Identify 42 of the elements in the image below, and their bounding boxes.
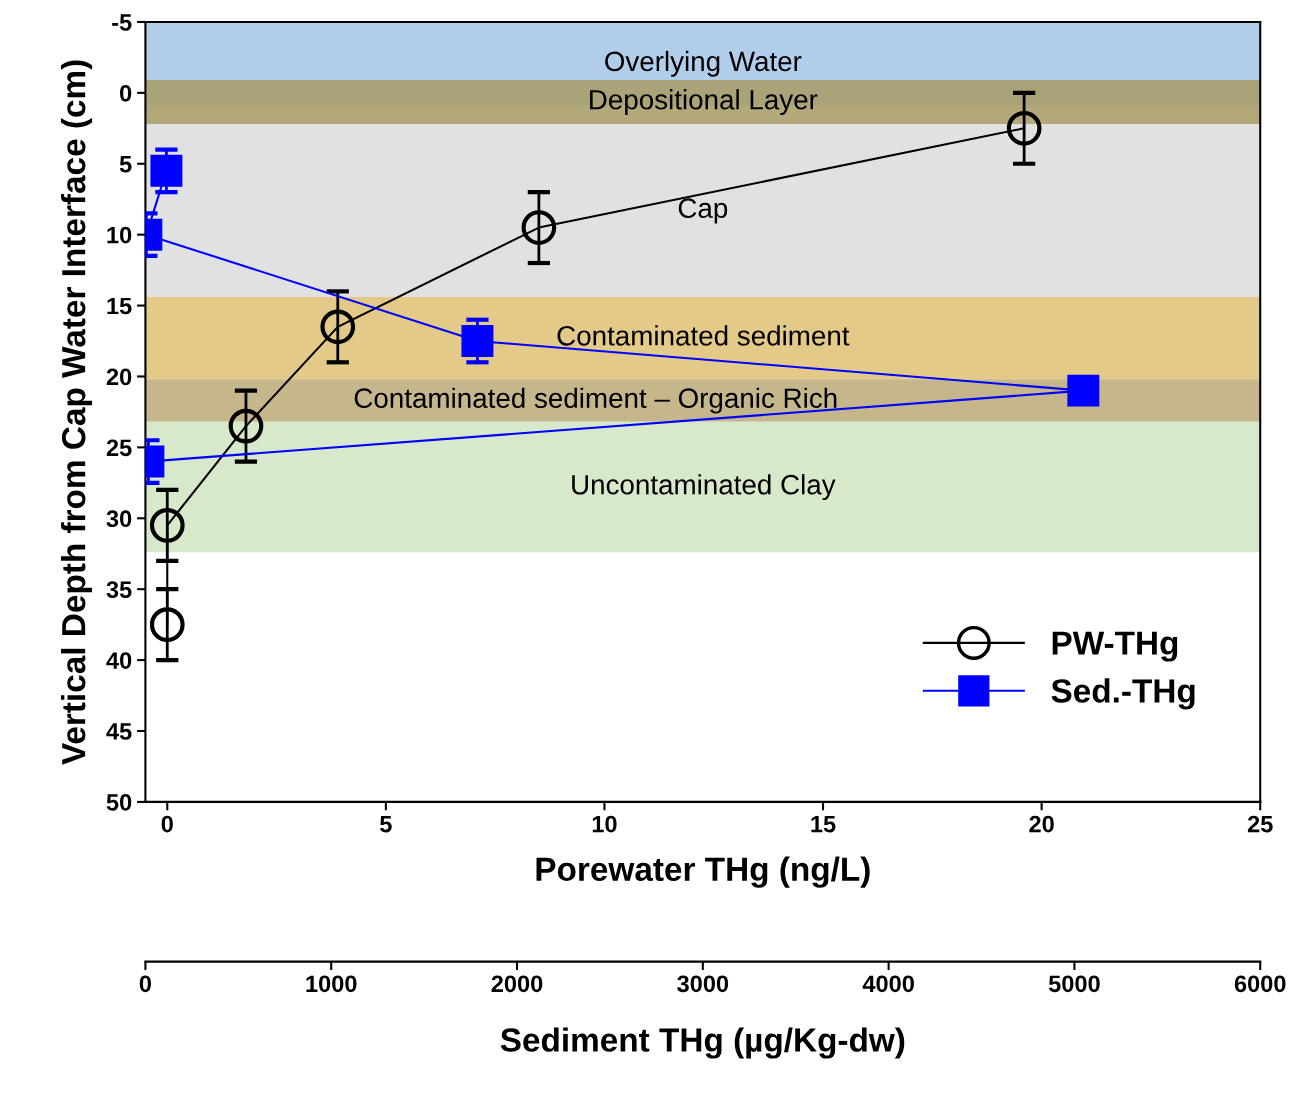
- y-tick-label: 5: [119, 156, 132, 173]
- y-tick-label: -5: [112, 14, 132, 31]
- x2-tick-label: 3000: [677, 975, 729, 993]
- y-tick-label: 0: [120, 84, 132, 102]
- x-axis-title: Porewater THg (ng/L): [536, 856, 870, 888]
- point: [149, 508, 185, 543]
- band-label: Cap: [678, 198, 728, 224]
- y-tick-label: 20: [106, 368, 132, 386]
- y-tick-label: 10: [107, 226, 132, 244]
- x-tick-label: 20: [1029, 815, 1054, 833]
- x-tick-label: 25: [1247, 815, 1273, 833]
- x2-tick-label: 5000: [1048, 975, 1100, 993]
- y-tick-label: 35: [106, 581, 132, 599]
- x2-tick-label: 1000: [306, 975, 357, 993]
- x-tick-label: 0: [161, 815, 173, 833]
- x2-tick-label: 4000: [862, 975, 914, 993]
- band-label: Contaminated sediment: [557, 325, 850, 346]
- band-label: Overlying Water: [605, 50, 802, 77]
- legend-label: PW-THg: [1052, 631, 1178, 662]
- x2-tick-label: 6000: [1234, 975, 1286, 993]
- x-tick-label: 15: [811, 815, 836, 833]
- x-tick-label: 5: [380, 815, 392, 833]
- y-axis-title: Vertical Depth from Cap Water Interface (cm): [60, 60, 93, 765]
- band-label: Contaminated sediment – Organic Rich: [354, 387, 837, 414]
- y-tick-label: 40: [106, 652, 132, 669]
- x2-tick-label: 2000: [491, 975, 543, 993]
- point: [521, 210, 557, 245]
- y-tick-label: 30: [106, 510, 132, 528]
- y-tick-label: 50: [106, 793, 132, 811]
- point: [320, 309, 356, 345]
- y-tick-label: 45: [106, 723, 132, 740]
- point: [149, 607, 185, 643]
- point: [1006, 110, 1042, 146]
- y-tick-label: 15: [107, 297, 132, 315]
- x-tick-label: 10: [592, 815, 617, 833]
- band-label: Uncontaminated Clay: [572, 474, 836, 501]
- point: [228, 408, 264, 444]
- legend-label: Sed.-THg: [1051, 678, 1195, 710]
- x2-tick-label: 0: [139, 975, 152, 993]
- y-tick-label: 25: [106, 439, 132, 457]
- x2-axis-title: Sediment THg (µg/Kg-dw): [500, 1027, 905, 1059]
- band-label: Depositional Layer: [590, 89, 818, 116]
